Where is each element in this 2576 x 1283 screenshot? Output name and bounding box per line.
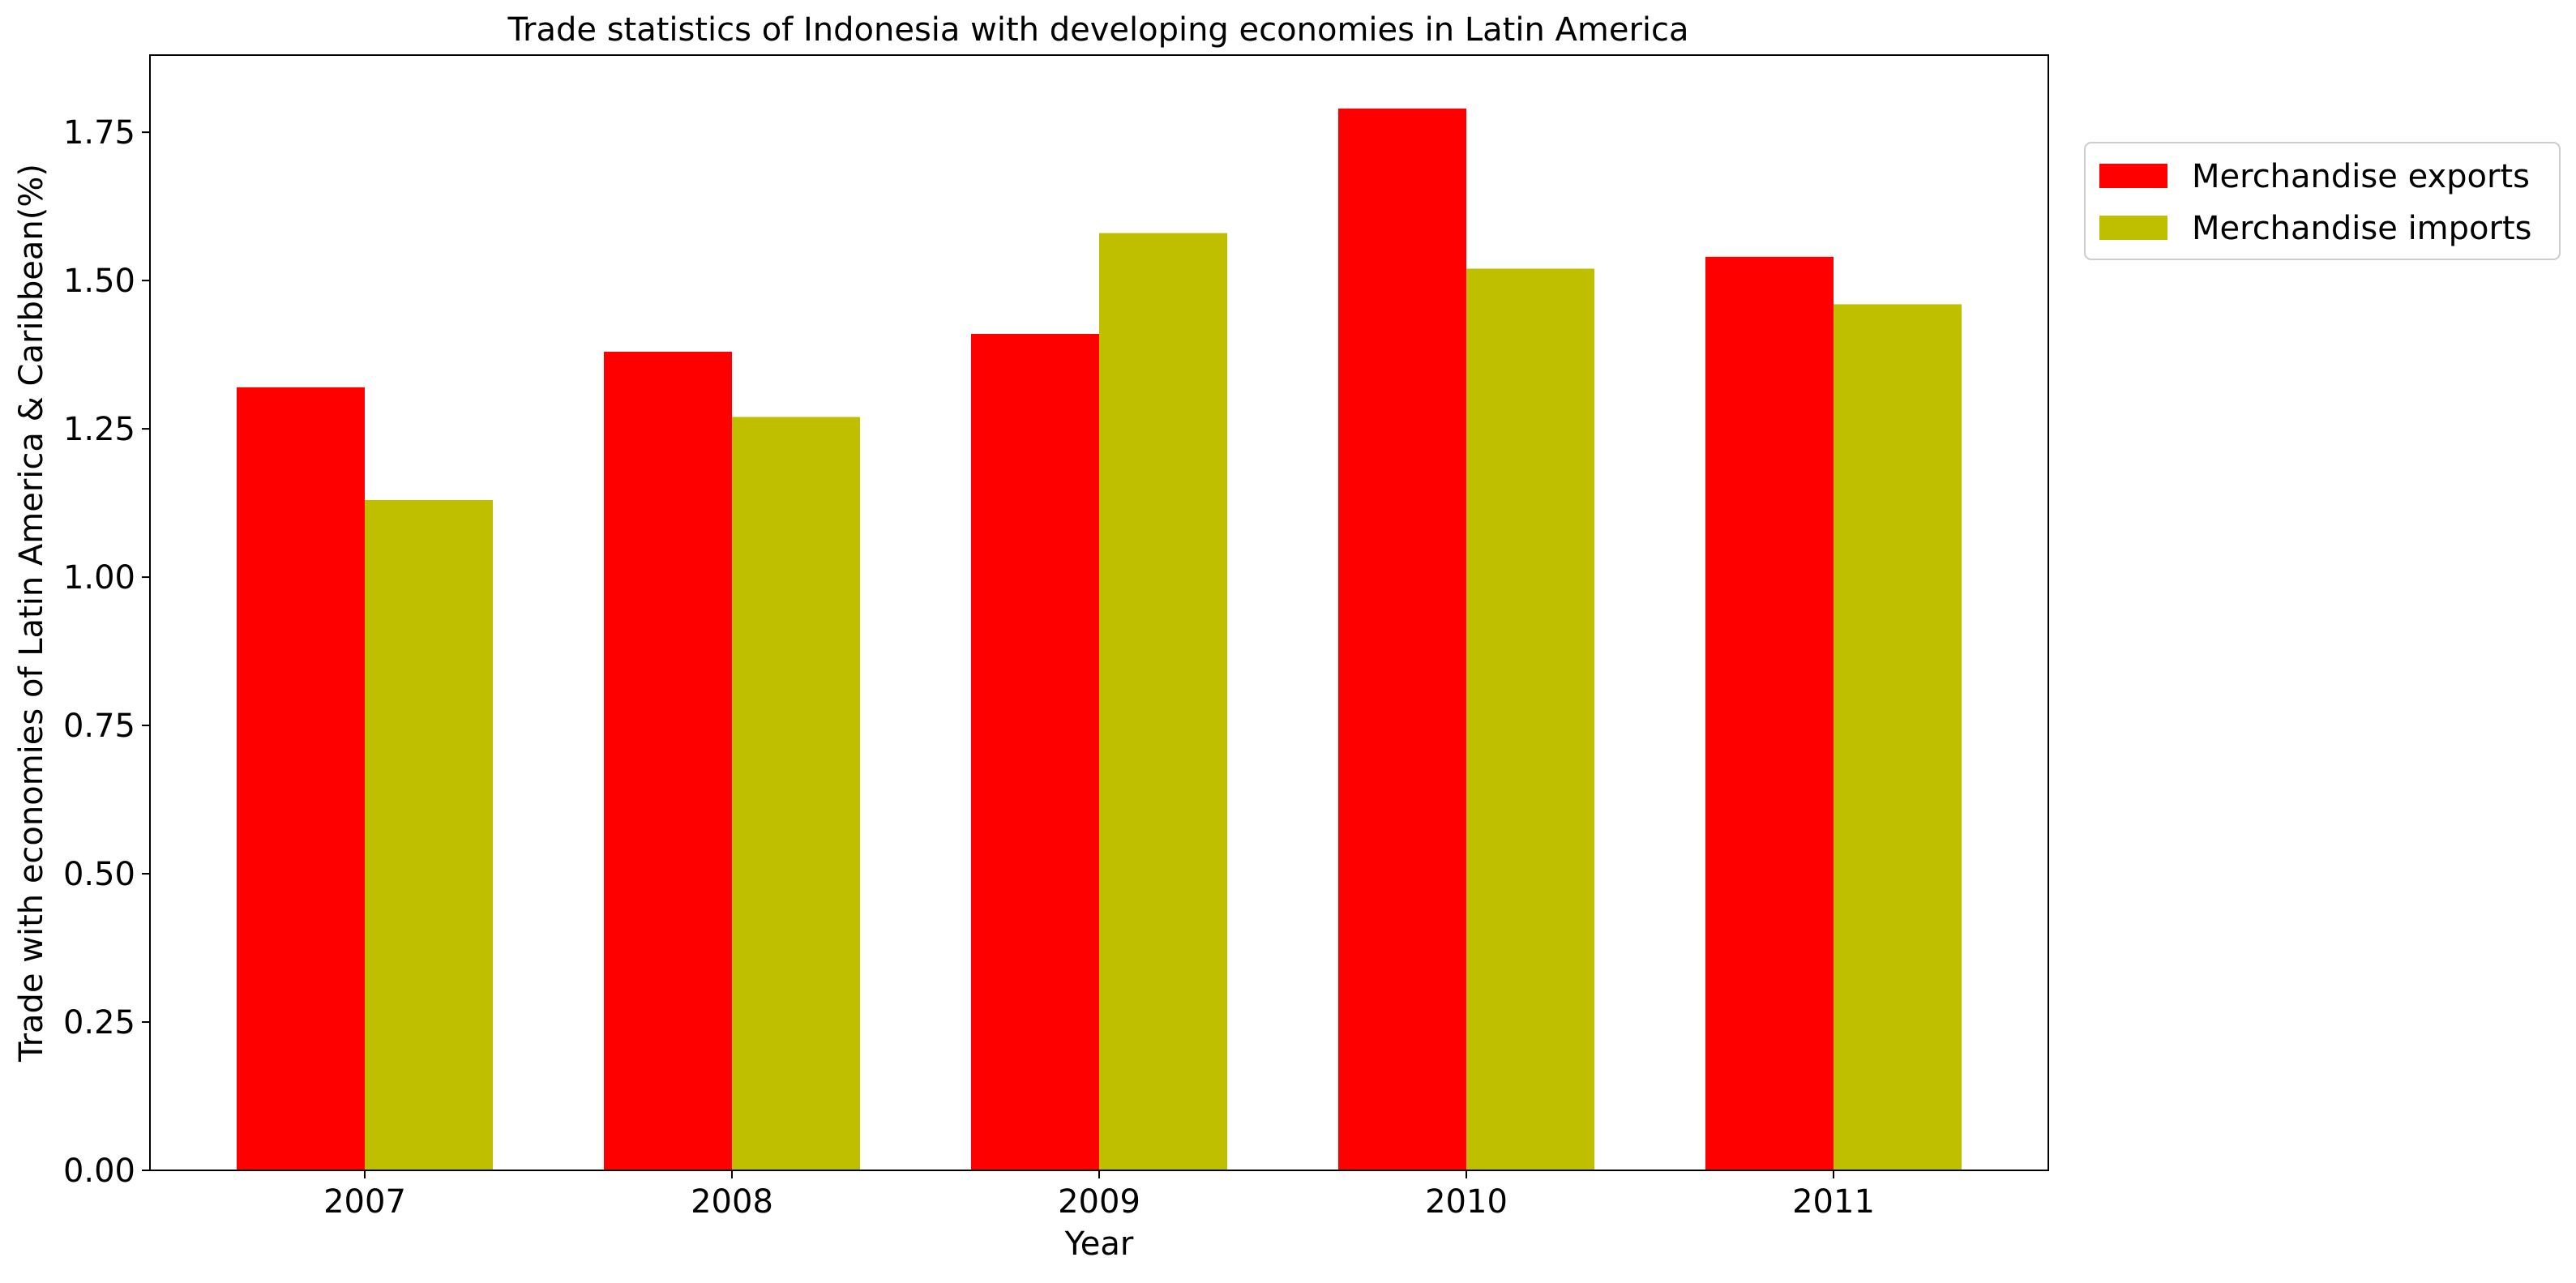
x-tick-label: 2009 <box>1058 1183 1140 1221</box>
legend: Merchandise exports Merchandise imports <box>2084 142 2561 260</box>
x-tick-label: 2010 <box>1425 1183 1508 1221</box>
x-axis-ticks: 2007 2008 2009 2010 2011 <box>323 1170 1875 1221</box>
y-axis-ticks: 0.00 0.25 0.50 0.75 1.00 1.25 1.50 1.75 <box>63 114 150 1190</box>
y-tick-label: 0.25 <box>63 1004 135 1041</box>
bar-exports-2008 <box>604 351 732 1170</box>
y-axis-label: Trade with economies of Latin America & … <box>13 164 50 1063</box>
bar-exports-2010 <box>1338 108 1466 1171</box>
legend-frame <box>2084 142 2561 260</box>
plot-frame <box>149 54 2049 1171</box>
y-tick-label: 0.50 <box>63 856 135 893</box>
x-tick-label: 2007 <box>323 1183 406 1221</box>
y-tick-label: 1.75 <box>63 114 135 152</box>
x-tick-label: 2008 <box>691 1183 773 1221</box>
bar-imports-2011 <box>1834 304 1962 1170</box>
y-tick-label: 1.25 <box>63 411 135 448</box>
y-tick-label: 0.00 <box>63 1153 135 1190</box>
bar-imports-2007 <box>365 499 493 1170</box>
x-axis-label: Year <box>1064 1225 1134 1263</box>
x-tick-label: 2011 <box>1792 1183 1875 1221</box>
chart-title: Trade statistics of Indonesia with devel… <box>507 11 1688 49</box>
bar-imports-2008 <box>732 417 860 1170</box>
legend-label-exports: Merchandise exports <box>2192 158 2530 195</box>
y-tick-label: 0.75 <box>63 708 135 745</box>
bars-layer <box>237 108 1962 1171</box>
bar-imports-2010 <box>1466 268 1594 1170</box>
bar-exports-2009 <box>971 334 1099 1170</box>
legend-swatch-imports <box>2099 216 2167 240</box>
y-tick-label: 1.50 <box>63 263 135 300</box>
bar-exports-2007 <box>237 387 365 1171</box>
bar-imports-2009 <box>1099 233 1227 1170</box>
legend-swatch-exports <box>2099 164 2167 188</box>
y-tick-label: 1.00 <box>63 559 135 597</box>
bar-exports-2011 <box>1705 256 1834 1170</box>
legend-label-imports: Merchandise imports <box>2192 210 2531 247</box>
